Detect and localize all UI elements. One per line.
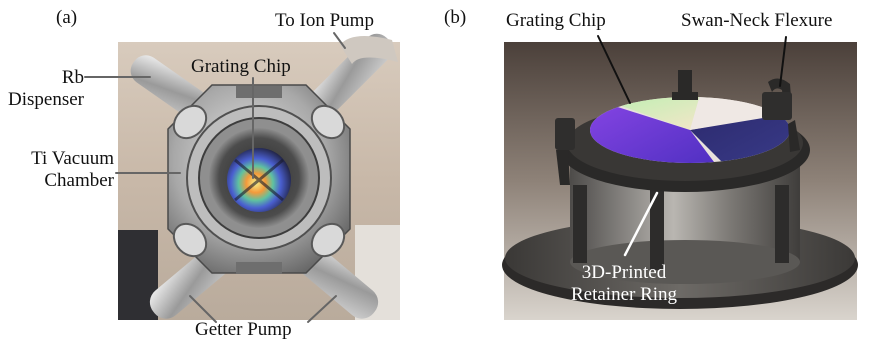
leader-getter-right — [307, 295, 337, 323]
label-ring-line1: 3D-Printed — [581, 262, 667, 283]
panel-b-tag: (b) — [444, 7, 467, 28]
label-to-ion-pump: To Ion Pump — [275, 10, 374, 31]
label-ring-line2: Retainer Ring — [570, 284, 678, 305]
photo-vacuum-chamber — [118, 33, 400, 320]
grating-chip-iridescent — [227, 148, 291, 212]
label-ti-line2: Chamber — [44, 170, 114, 191]
leader-ion-pump — [333, 32, 346, 49]
photo-retainer-assembly — [502, 42, 858, 320]
leader-swan-neck — [779, 36, 787, 87]
leader-getter-left — [189, 295, 217, 323]
label-rb-line1: Rb — [61, 67, 84, 88]
label-getter-pump: Getter Pump — [195, 319, 292, 340]
label-rb-dispenser: Rb Dispenser — [2, 67, 84, 111]
leader-grating-chip-b — [597, 35, 631, 104]
label-rb-line2: Dispenser — [8, 89, 84, 110]
leader-lines — [84, 32, 787, 323]
label-grating-chip-b: Grating Chip — [506, 10, 606, 31]
label-ti-chamber: Ti Vacuum Chamber — [2, 148, 114, 192]
label-grating-chip-a: Grating Chip — [191, 56, 291, 77]
label-ti-line1: Ti Vacuum — [31, 148, 114, 169]
label-swan-neck: Swan-Neck Flexure — [681, 10, 833, 31]
panel-a-tag: (a) — [56, 7, 78, 28]
label-retainer-ring: 3D-Printed Retainer Ring — [544, 262, 704, 306]
leader-retainer-ring — [623, 191, 659, 257]
flexures — [555, 70, 800, 185]
grating-chip-segments — [590, 97, 790, 163]
